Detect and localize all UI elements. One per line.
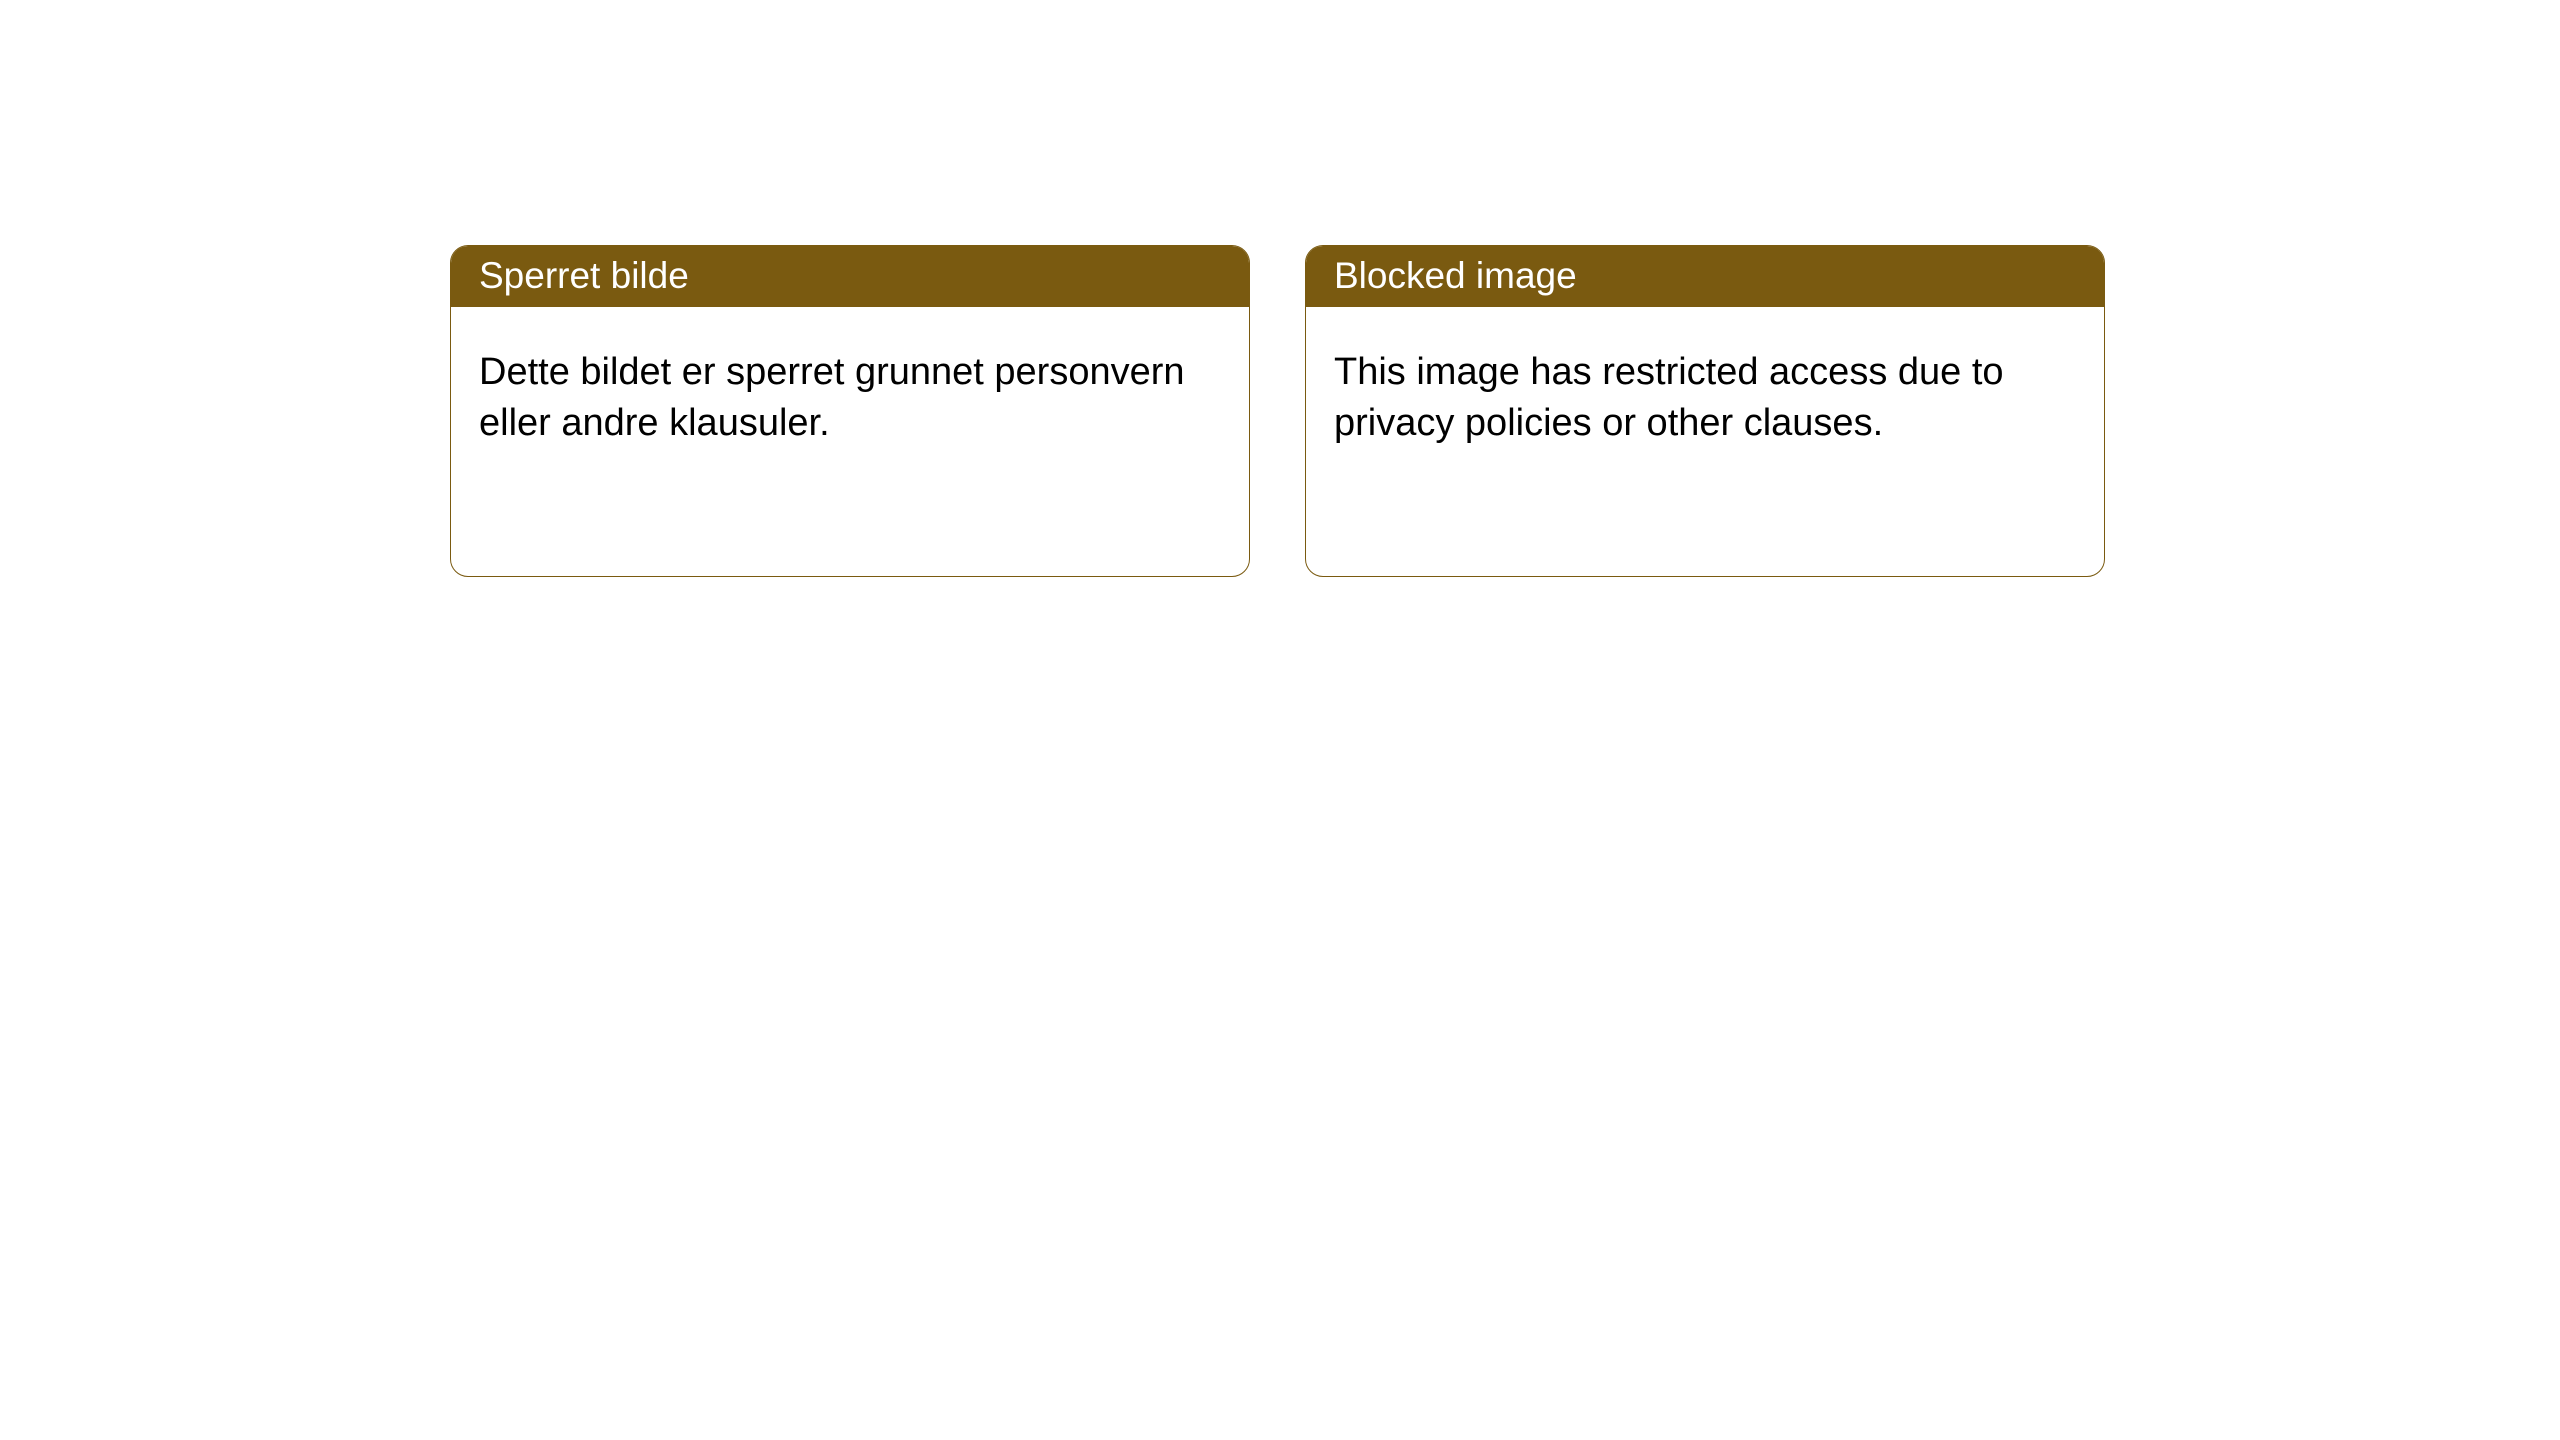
- notice-container: Sperret bilde Dette bildet er sperret gr…: [450, 245, 2560, 577]
- notice-header-english: Blocked image: [1306, 246, 2104, 307]
- notice-body-english: This image has restricted access due to …: [1306, 307, 2104, 490]
- notice-card-english: Blocked image This image has restricted …: [1305, 245, 2105, 577]
- notice-body-norwegian: Dette bildet er sperret grunnet personve…: [451, 307, 1249, 490]
- notice-header-norwegian: Sperret bilde: [451, 246, 1249, 307]
- notice-card-norwegian: Sperret bilde Dette bildet er sperret gr…: [450, 245, 1250, 577]
